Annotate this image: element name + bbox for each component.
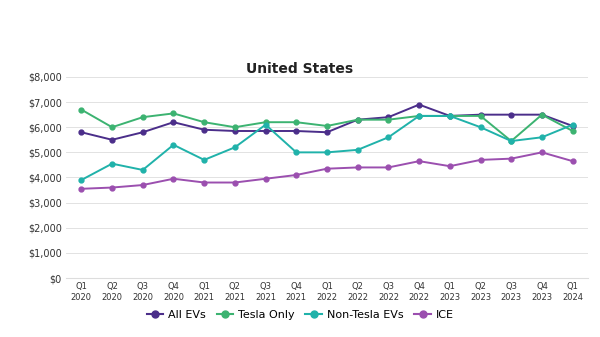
ICE xyxy=(446,164,454,168)
ICE xyxy=(78,187,85,191)
ICE xyxy=(508,157,515,161)
Text: United States: United States xyxy=(247,62,353,75)
ICE xyxy=(477,158,484,162)
Tesla Only xyxy=(354,118,361,122)
Non-Tesla EVs xyxy=(446,114,454,118)
Tesla Only xyxy=(109,125,116,129)
Tesla Only xyxy=(293,120,300,124)
ICE xyxy=(170,177,177,181)
Non-Tesla EVs xyxy=(200,158,208,162)
Tesla Only xyxy=(477,114,484,118)
Tesla Only xyxy=(231,125,238,129)
ICE xyxy=(200,181,208,185)
ICE xyxy=(231,181,238,185)
Non-Tesla EVs xyxy=(139,168,146,172)
Line: Non-Tesla EVs: Non-Tesla EVs xyxy=(79,114,575,182)
ICE xyxy=(538,150,545,154)
Tesla Only xyxy=(508,139,515,143)
Tesla Only xyxy=(323,124,331,128)
Non-Tesla EVs xyxy=(354,148,361,152)
All EVs xyxy=(538,113,545,117)
All EVs xyxy=(508,113,515,117)
All EVs xyxy=(231,129,238,133)
All EVs xyxy=(262,129,269,133)
Tesla Only xyxy=(446,114,454,118)
Legend: All EVs, Tesla Only, Non-Tesla EVs, ICE: All EVs, Tesla Only, Non-Tesla EVs, ICE xyxy=(142,306,458,325)
ICE xyxy=(569,159,576,163)
Tesla Only xyxy=(385,118,392,122)
Non-Tesla EVs xyxy=(323,150,331,154)
All EVs xyxy=(139,130,146,134)
Line: Tesla Only: Tesla Only xyxy=(79,107,575,144)
Tesla Only xyxy=(139,115,146,119)
Non-Tesla EVs xyxy=(231,145,238,149)
All EVs xyxy=(78,130,85,134)
Non-Tesla EVs xyxy=(170,143,177,147)
Text: Average Repairable Severity: Average Repairable Severity xyxy=(155,20,445,38)
All EVs xyxy=(354,118,361,122)
All EVs xyxy=(170,120,177,124)
Non-Tesla EVs xyxy=(508,139,515,143)
ICE xyxy=(109,186,116,190)
Tesla Only xyxy=(170,112,177,116)
All EVs xyxy=(109,138,116,142)
ICE xyxy=(262,177,269,181)
Tesla Only xyxy=(569,129,576,133)
Tesla Only xyxy=(262,120,269,124)
Non-Tesla EVs xyxy=(293,150,300,154)
Line: All EVs: All EVs xyxy=(79,102,575,142)
Non-Tesla EVs xyxy=(569,123,576,127)
ICE xyxy=(354,165,361,170)
Tesla Only xyxy=(78,108,85,112)
All EVs xyxy=(477,113,484,117)
All EVs xyxy=(385,115,392,119)
ICE xyxy=(385,165,392,170)
Non-Tesla EVs xyxy=(109,162,116,166)
All EVs xyxy=(323,130,331,134)
Non-Tesla EVs xyxy=(262,123,269,127)
ICE xyxy=(139,183,146,187)
Non-Tesla EVs xyxy=(416,114,423,118)
ICE xyxy=(293,173,300,177)
Tesla Only xyxy=(200,120,208,124)
ICE xyxy=(323,167,331,171)
Non-Tesla EVs xyxy=(538,135,545,139)
All EVs xyxy=(200,128,208,132)
All EVs xyxy=(293,129,300,133)
Tesla Only xyxy=(416,114,423,118)
Non-Tesla EVs xyxy=(385,135,392,139)
All EVs xyxy=(569,124,576,128)
All EVs xyxy=(446,114,454,118)
ICE xyxy=(416,159,423,163)
Non-Tesla EVs xyxy=(477,125,484,129)
Non-Tesla EVs xyxy=(78,178,85,182)
Line: ICE: ICE xyxy=(79,150,575,191)
Tesla Only xyxy=(538,113,545,117)
All EVs xyxy=(416,102,423,106)
